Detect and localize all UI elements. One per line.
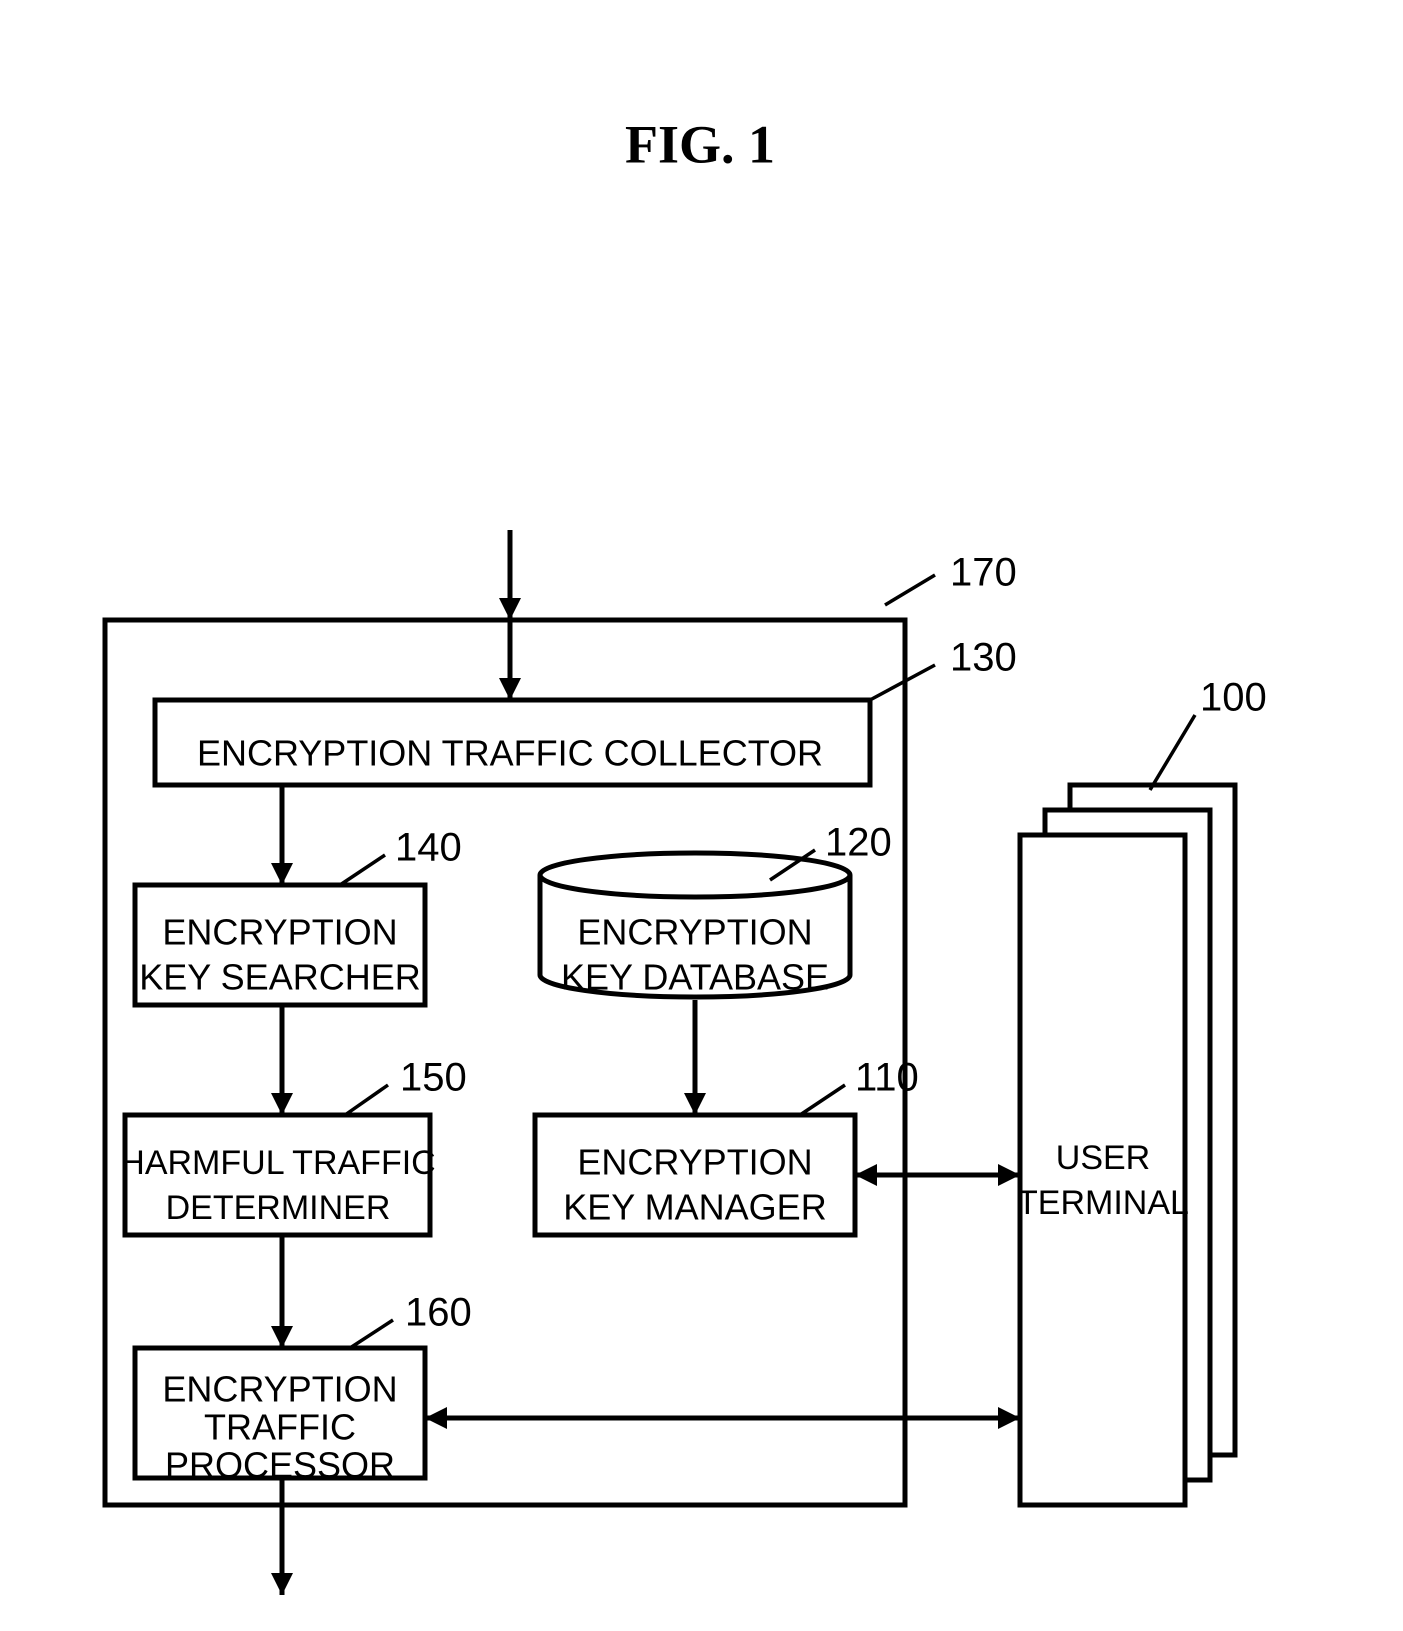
ref-number: 170 bbox=[950, 551, 1017, 595]
ref-number: 120 bbox=[825, 821, 892, 865]
box-130-label: ENCRYPTION TRAFFIC COLLECTOR bbox=[197, 733, 823, 774]
arrow-head bbox=[998, 1164, 1020, 1186]
ref-leader bbox=[1150, 715, 1195, 790]
box-110-label: KEY MANAGER bbox=[563, 1187, 826, 1228]
box-110-label: ENCRYPTION bbox=[577, 1142, 812, 1183]
box-160-label: TRAFFIC bbox=[204, 1407, 356, 1448]
ref-number: 160 bbox=[405, 1291, 472, 1335]
ref-leader bbox=[885, 575, 935, 605]
arrow-head bbox=[271, 1573, 293, 1595]
user-terminal-label: TERMINAL bbox=[1017, 1184, 1189, 1222]
diagram-canvas: FIG. 1 170 ENCRYPTION TRAFFIC COLLECTOR 130… bbox=[0, 0, 1403, 1631]
ref-number: 150 bbox=[400, 1056, 467, 1100]
db-120-label: ENCRYPTION bbox=[577, 912, 812, 953]
ref-number: 140 bbox=[395, 826, 462, 870]
db-120-label: KEY DATABASE bbox=[561, 957, 829, 998]
figure-title: FIG. 1 bbox=[625, 114, 775, 174]
arrow-head bbox=[998, 1407, 1020, 1429]
box-140-label: ENCRYPTION bbox=[162, 912, 397, 953]
box-160-label: ENCRYPTION bbox=[162, 1369, 397, 1410]
box-150-label: HARMFUL TRAFFIC bbox=[120, 1144, 435, 1182]
arrow-head bbox=[499, 598, 521, 620]
user-terminal-label: USER bbox=[1056, 1139, 1150, 1177]
box-140-label: KEY SEARCHER bbox=[139, 957, 420, 998]
ref-number: 100 bbox=[1200, 676, 1267, 720]
ref-number: 130 bbox=[950, 636, 1017, 680]
box-150-label: DETERMINER bbox=[166, 1189, 391, 1227]
ref-number: 110 bbox=[855, 1056, 919, 1100]
